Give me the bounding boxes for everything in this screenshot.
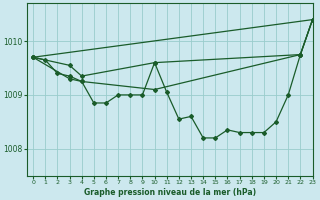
X-axis label: Graphe pression niveau de la mer (hPa): Graphe pression niveau de la mer (hPa) [84, 188, 256, 197]
